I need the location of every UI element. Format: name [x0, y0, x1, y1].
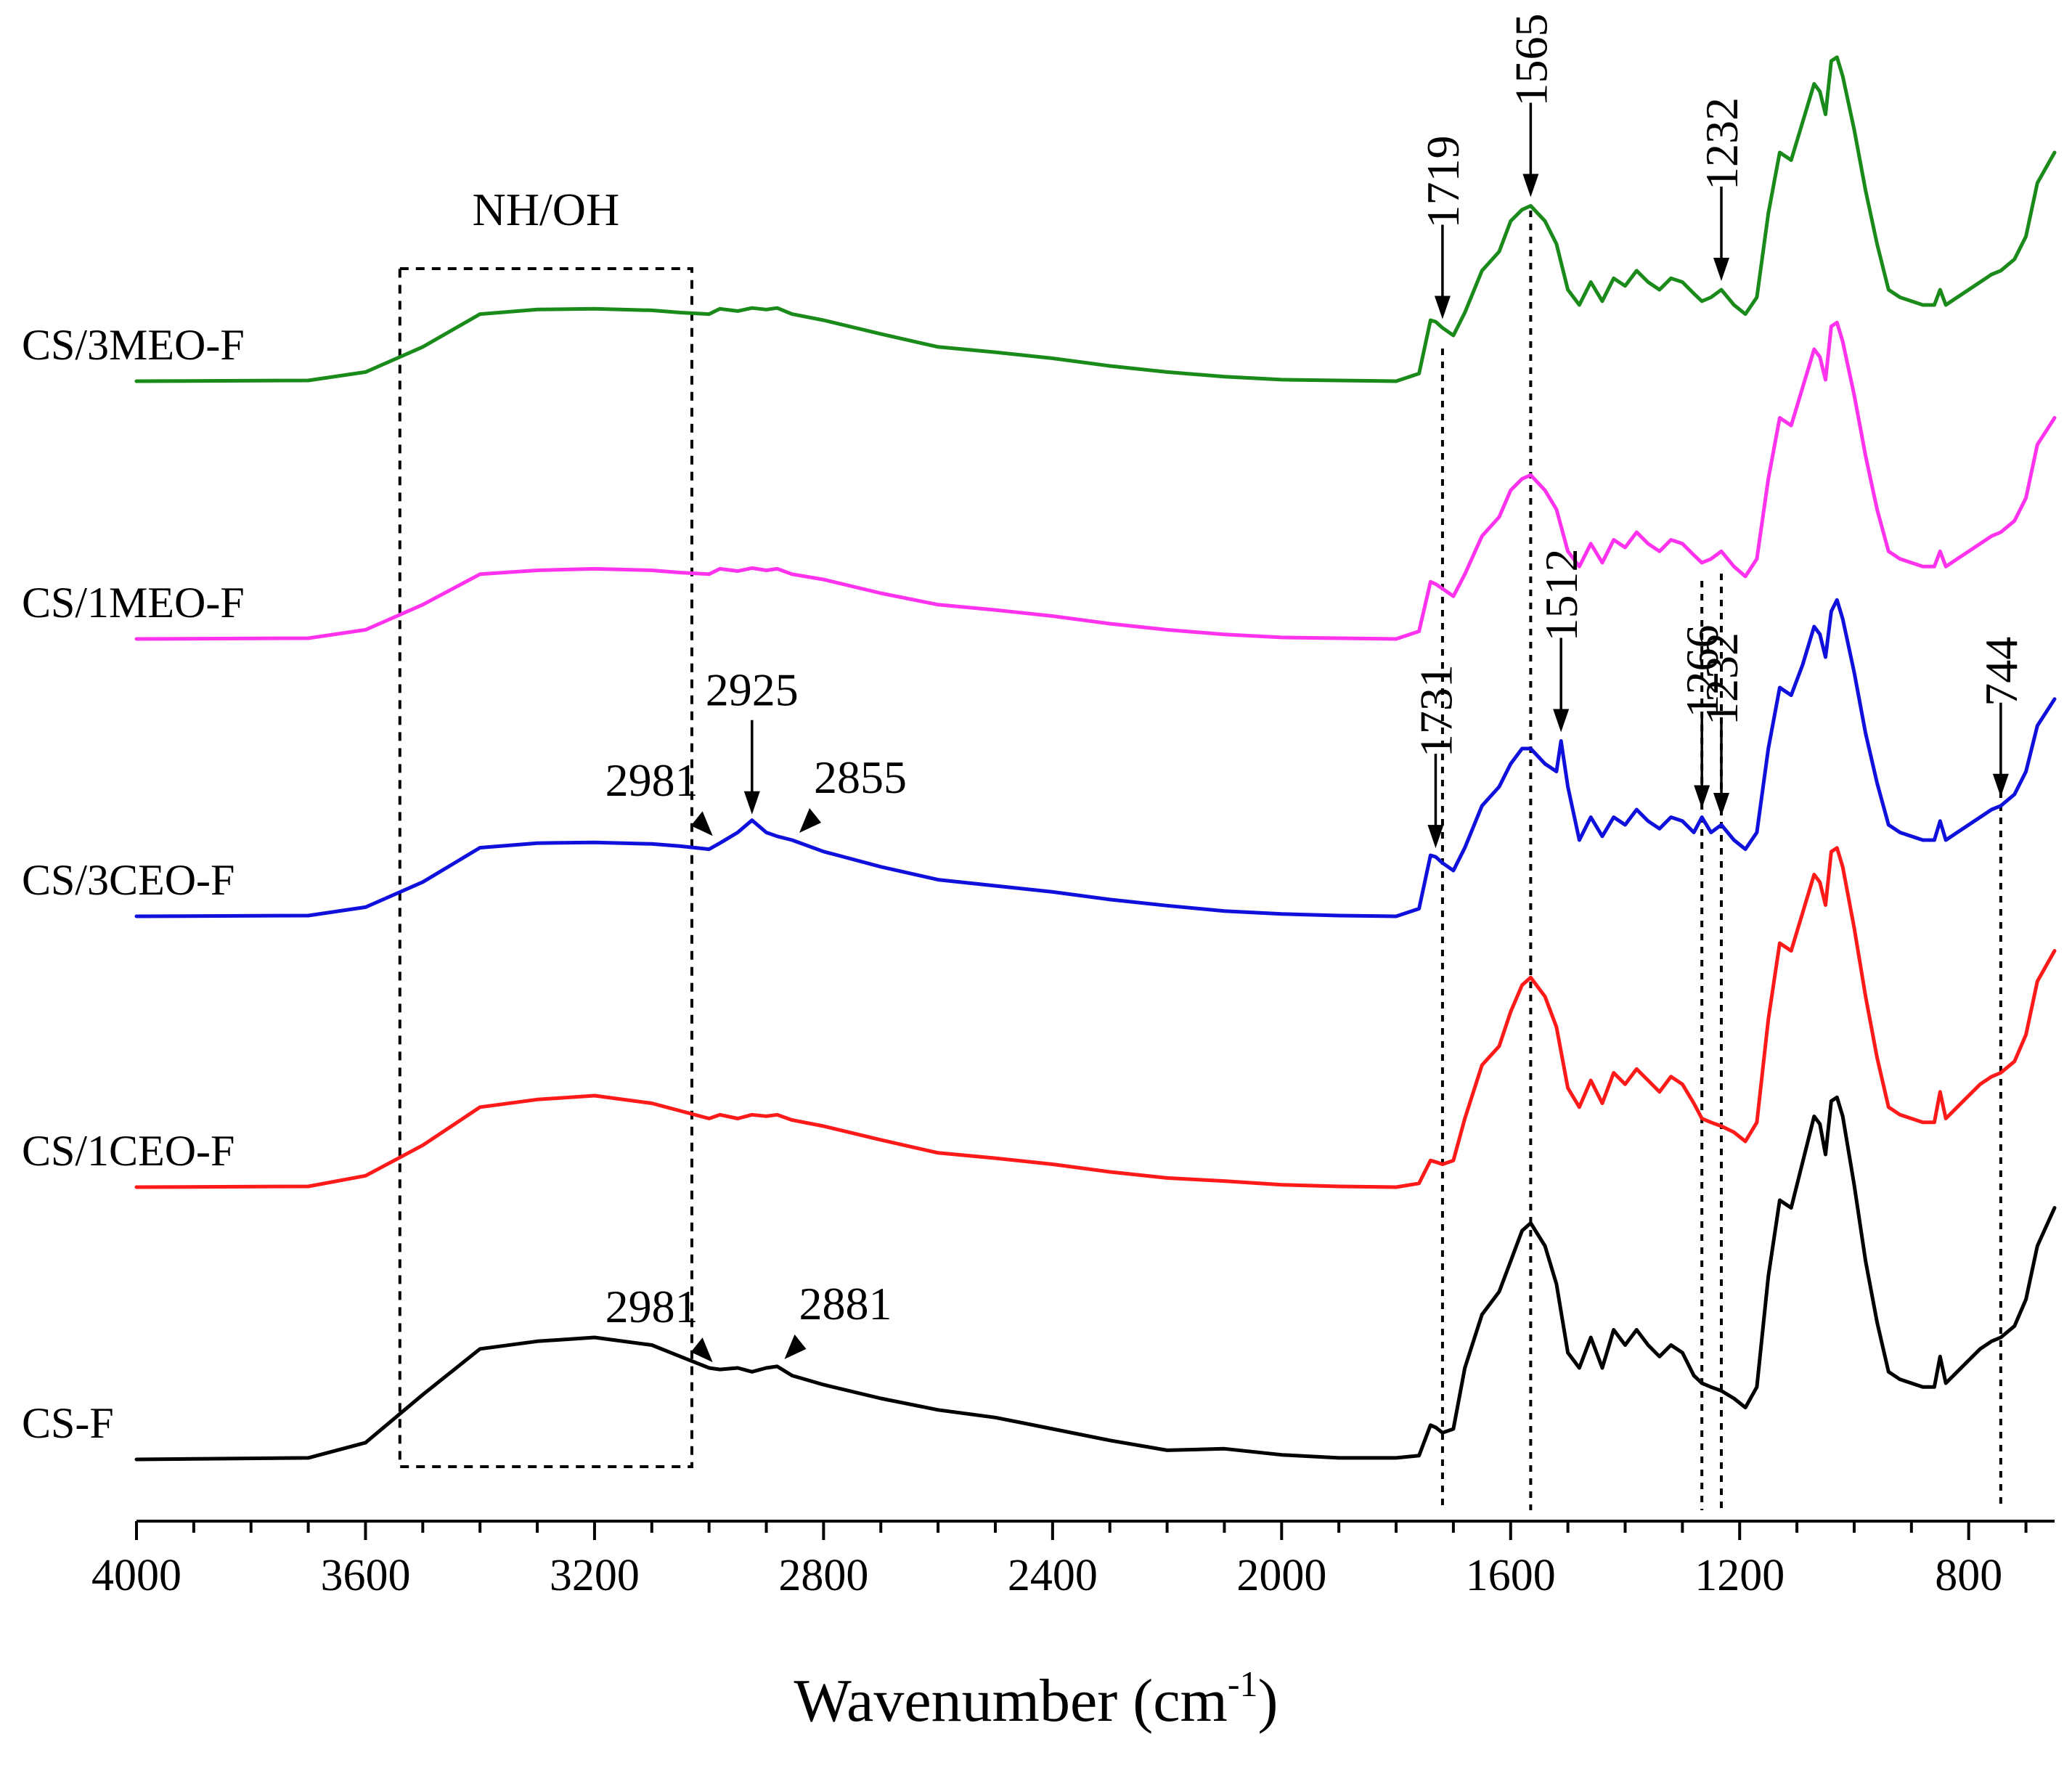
x-axis-title-main: Wavenumber (cm	[794, 1667, 1228, 1735]
x-tick-label: 1200	[1694, 1551, 1785, 1600]
series-line	[134, 55, 2057, 383]
series-line	[134, 1095, 2057, 1462]
series-label: CS/3MEO-F	[22, 321, 245, 369]
annotation-arrow-head	[1694, 785, 1710, 809]
peak-label: 1232	[1696, 632, 1747, 725]
annotation-arrow-head	[799, 808, 822, 833]
annotation-arrow-head	[1713, 793, 1730, 816]
series-line	[134, 320, 2057, 641]
peak-label: 1731	[1410, 664, 1461, 757]
x-tick-label: 800	[1935, 1551, 2002, 1600]
peak-label: 2981	[605, 754, 698, 806]
peak-label: 2881	[799, 1278, 892, 1329]
peak-label: 2925	[706, 664, 799, 716]
peak-label: 744	[1975, 637, 2027, 706]
nh-oh-region-box: NH/OH	[398, 184, 693, 1468]
reference-lines	[1440, 211, 2002, 1510]
region-box-outline	[398, 267, 693, 1468]
annotation-arrow-head	[1713, 258, 1730, 281]
annotation-arrow-head	[743, 791, 760, 815]
series-line	[134, 598, 2057, 918]
series-labels: CS/3MEO-F CS/1MEO-F CS/3CEO-F CS/1CEO-F CS-F	[22, 321, 245, 1447]
annotation-arrow-head	[1522, 174, 1539, 197]
annotation-arrow-head	[1427, 825, 1444, 849]
x-tick-label: 2000	[1236, 1551, 1326, 1600]
x-axis-title: Wavenumber (cm-1)	[794, 1663, 1278, 1735]
peak-label: 2981	[605, 1281, 698, 1332]
annotation-arrow-head	[690, 1337, 713, 1363]
series-label: CS/1MEO-F	[22, 579, 245, 627]
annotation-arrow-head	[1434, 296, 1451, 319]
annotation-arrow-head	[1992, 773, 2009, 797]
peak-label: 1512	[1535, 549, 1587, 642]
spectra-series	[134, 55, 2057, 1462]
x-tick-label: 4000	[91, 1551, 181, 1600]
annotation-arrow-head	[784, 1334, 807, 1359]
peak-label: 1266	[1676, 625, 1728, 718]
series-label: CS-F	[22, 1399, 114, 1447]
peak-label: 2855	[814, 751, 907, 803]
x-tick-label: 3600	[320, 1551, 410, 1600]
region-box-label: NH/OH	[473, 184, 620, 235]
series-label: CS/3CEO-F	[22, 856, 234, 904]
annotation-arrow-head	[1553, 709, 1570, 733]
x-tick-label: 2800	[778, 1551, 868, 1600]
x-tick-label: 1600	[1466, 1551, 1556, 1600]
series-line	[134, 846, 2057, 1189]
x-axis-title-superscript: -1	[1228, 1663, 1258, 1704]
peak-label: 1232	[1696, 97, 1747, 190]
peak-label: 1565	[1505, 14, 1557, 107]
x-tick-label: 3200	[550, 1551, 640, 1600]
annotation-arrow-head	[690, 811, 713, 836]
x-axis: 4000 3600 3200 2800 2400 2000 1600 1200 800	[91, 1520, 2055, 1600]
x-tick-label: 2400	[1008, 1551, 1098, 1600]
peak-label: 1719	[1417, 136, 1469, 229]
series-label: CS/1CEO-F	[22, 1127, 234, 1175]
